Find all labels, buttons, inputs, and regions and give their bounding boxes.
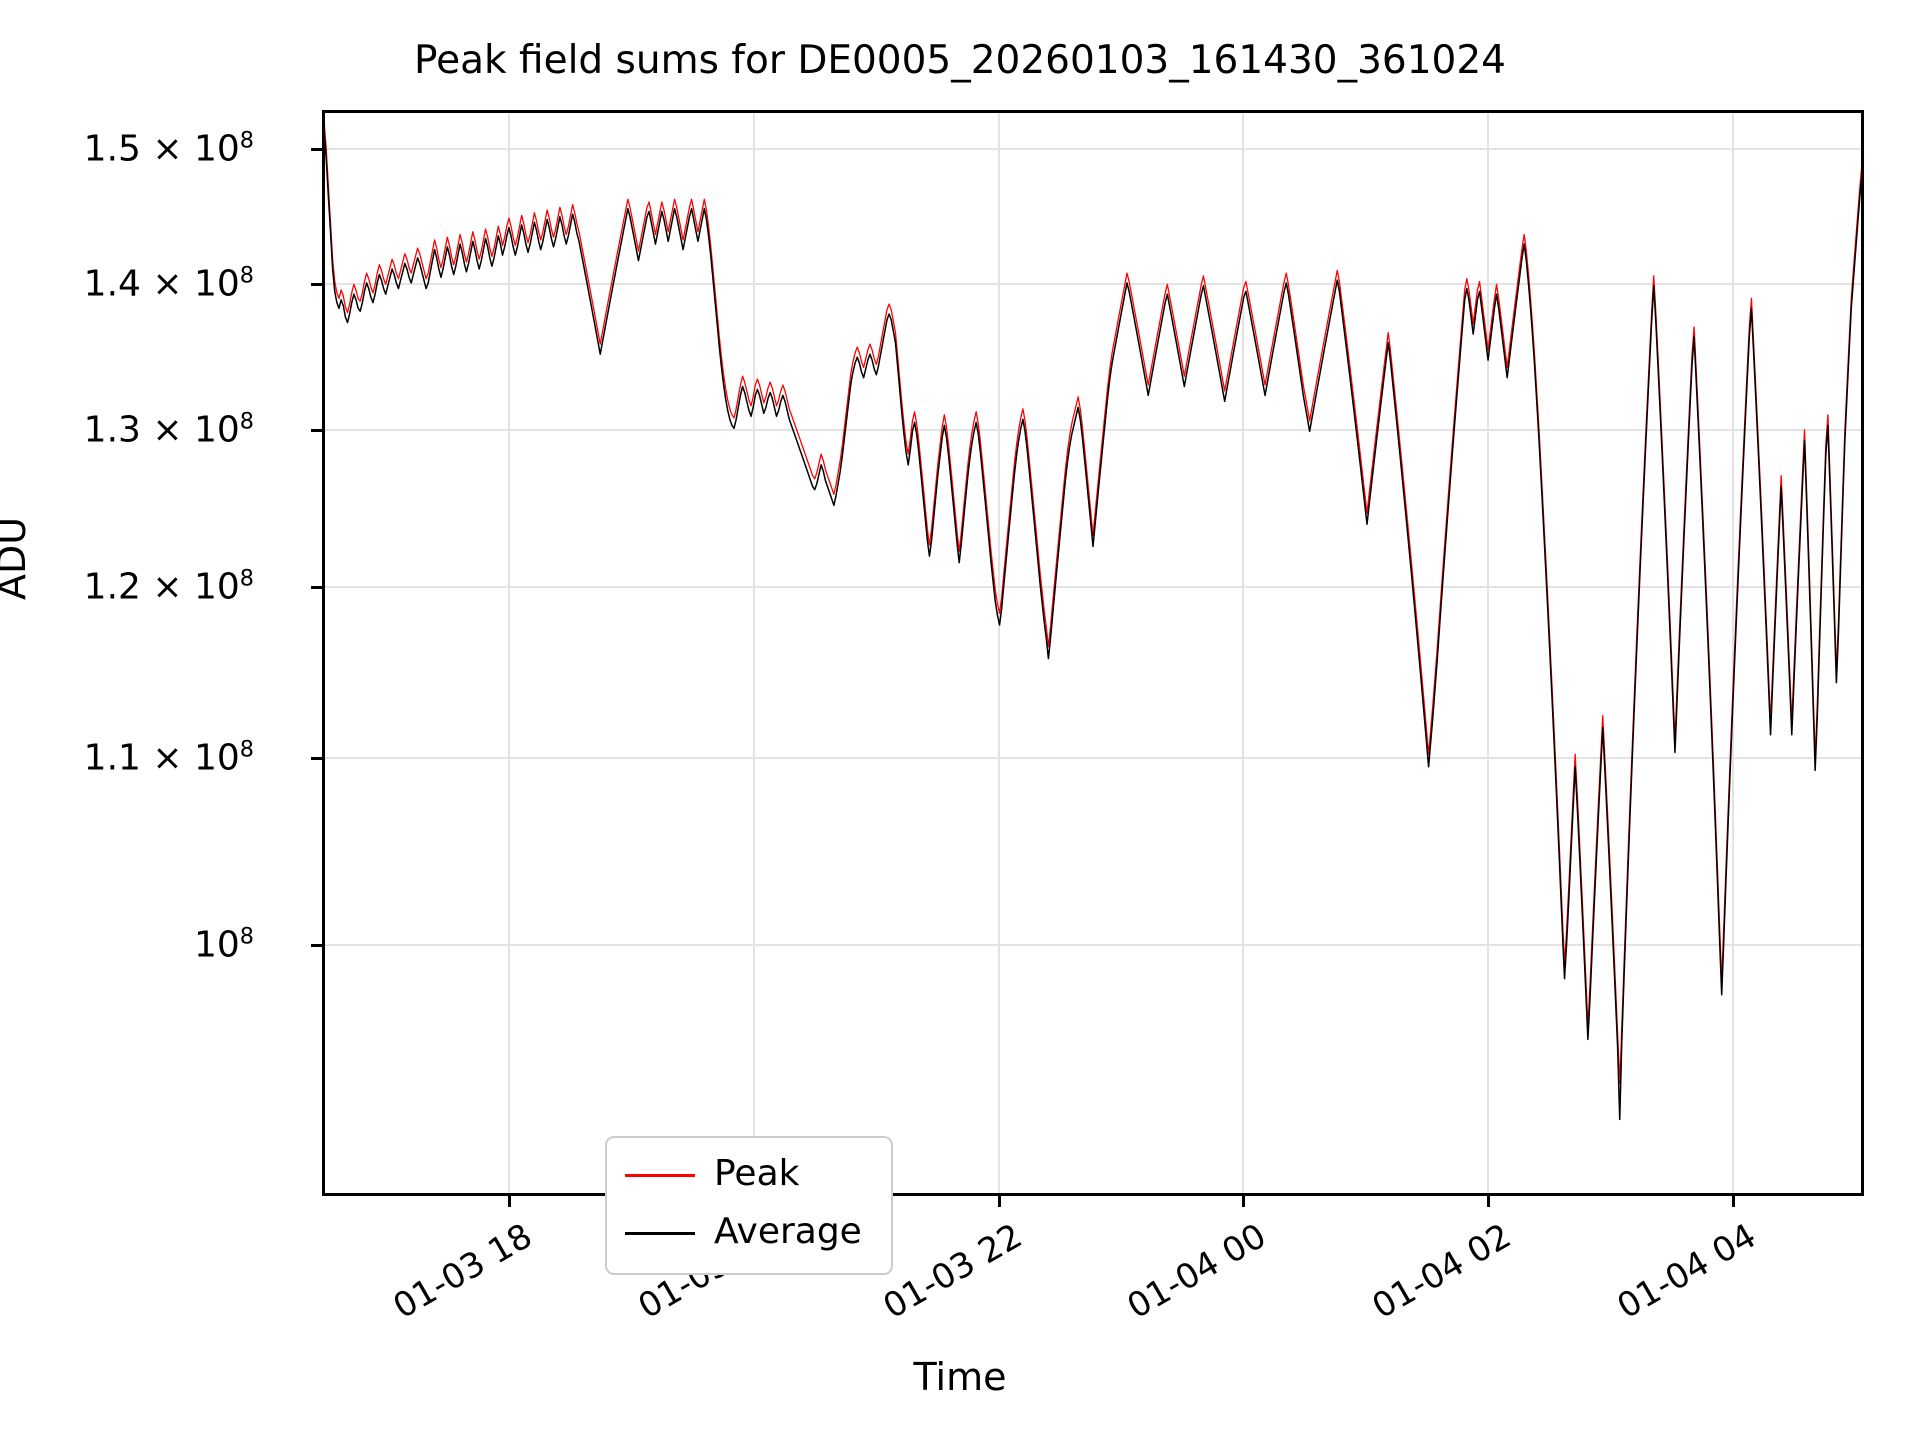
x-tick-mark [997, 1196, 1001, 1207]
y-tick-mark [311, 756, 322, 760]
series-plot [322, 120, 1864, 1121]
legend-item-peak[interactable]: Peak [607, 1150, 891, 1200]
x-tick-label: 01-03 18 [386, 1216, 540, 1328]
legend-swatch-peak [625, 1174, 695, 1177]
x-tick-label: 01-04 04 [1610, 1216, 1763, 1328]
axis-spine-top [322, 110, 1864, 113]
x-tick-mark [508, 1196, 512, 1207]
legend-swatch-average [625, 1232, 695, 1235]
legend-label: Average [714, 1211, 862, 1252]
axis-spine-right [1861, 110, 1864, 1196]
y-tick-mark [311, 944, 322, 947]
gridline-vertical [1487, 110, 1490, 1196]
gridline-vertical [997, 110, 1000, 1196]
gridline-horizontal [322, 283, 1864, 286]
gridline-horizontal [322, 944, 1864, 946]
legend-label: Peak [714, 1153, 800, 1194]
y-tick-label: 108 [193, 923, 254, 966]
x-tick-label: 01-04 02 [1365, 1216, 1519, 1328]
gridline-vertical [1242, 110, 1245, 1196]
legend-item-average[interactable]: Average [607, 1208, 891, 1258]
series-line-average [322, 131, 1864, 1121]
gridline-horizontal [322, 428, 1864, 431]
axis-spine-left [322, 110, 325, 1196]
x-tick-mark [1242, 1196, 1246, 1207]
gridline-vertical [508, 110, 511, 1196]
gridline-horizontal [322, 756, 1864, 759]
x-tick-mark [1731, 1196, 1735, 1207]
plot-area: 108 1.1 × 108 1.2 × 108 1.3 × 108 1.4 × 108 1… [84, 110, 1864, 1327]
axis-spine-bottom [322, 1193, 1864, 1196]
y-tick-label: 1.5 × 108 [83, 127, 254, 170]
y-tick-mark [311, 283, 322, 287]
series-line-peak [322, 120, 1864, 1084]
gridline-vertical [753, 110, 756, 1196]
y-tick-label: 1.2 × 108 [83, 565, 254, 608]
chart-title: Peak field sums for DE0005_20260103_1614… [414, 38, 1506, 83]
y-axis-label: ADU [0, 516, 34, 600]
x-tick-mark [1487, 1196, 1491, 1207]
chart-legend: Peak Average [605, 1136, 893, 1275]
gridline-horizontal [322, 147, 1864, 150]
y-tick-mark [311, 147, 322, 151]
y-tick-label: 1.3 × 108 [83, 408, 254, 451]
y-tick-mark [311, 586, 322, 590]
x-tick-label: 01-04 00 [1121, 1216, 1274, 1328]
gridline-vertical [1731, 110, 1734, 1196]
gridline-horizontal [322, 586, 1864, 589]
x-axis-label: Time [913, 1355, 1007, 1399]
y-tick-label: 1.1 × 108 [83, 736, 254, 779]
y-tick-mark [311, 428, 322, 432]
y-tick-label: 1.4 × 108 [83, 262, 254, 305]
